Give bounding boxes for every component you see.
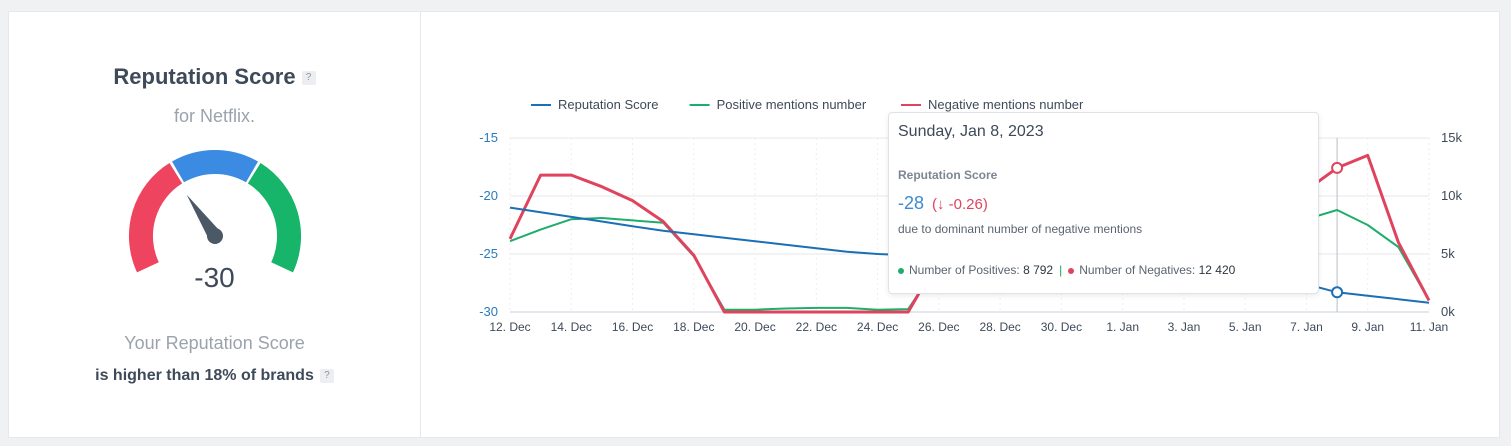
reputation-highlight-point xyxy=(1331,286,1344,299)
x-tick-label: 11. Jan xyxy=(1410,320,1448,334)
compare-line-2-text: is higher than 18% of brands xyxy=(95,367,314,384)
y-left-tick-label: -25 xyxy=(479,246,498,261)
score-title: Reputation Score? xyxy=(9,64,420,90)
x-tick-label: 30. Dec xyxy=(1041,320,1082,334)
x-tick-label: 5. Jan xyxy=(1229,320,1262,334)
x-tick-label: 1. Jan xyxy=(1106,320,1139,334)
tooltip-score: -28 xyxy=(898,193,925,213)
y-right-tick-label: 15k xyxy=(1441,130,1462,145)
tooltip-reason-prefix: due to xyxy=(898,222,932,236)
chart-tooltip: Sunday, Jan 8, 2023 Reputation Score -28… xyxy=(888,112,1319,294)
score-value: -30 xyxy=(194,262,235,293)
x-tick-label: 12. Dec xyxy=(489,320,530,334)
counts-separator: | xyxy=(1059,263,1063,277)
x-tick-label: 9. Jan xyxy=(1351,320,1384,334)
legend-label: Negative mentions number xyxy=(928,97,1084,112)
x-tick-label: 18. Dec xyxy=(673,320,714,334)
compare-line-1: Your Reputation Score xyxy=(124,333,305,353)
gauge-neutral-arc xyxy=(172,150,258,183)
x-tick-label: 20. Dec xyxy=(734,320,775,334)
y-left-tick-label: -20 xyxy=(479,188,498,203)
tooltip-value: -28 (↓ -0.26) xyxy=(898,193,988,214)
tooltip-counts: Number of Positives: 8 792 | Number of Neg… xyxy=(898,263,1235,277)
score-panel: Reputation Score? for Netflix. -30 Your … xyxy=(9,12,421,437)
negative-dot-icon xyxy=(1068,267,1075,274)
y-left-tick-label: -30 xyxy=(479,304,498,319)
x-tick-label: 24. Dec xyxy=(857,320,898,334)
tooltip-date: Sunday, Jan 8, 2023 xyxy=(898,123,1044,140)
brand-subtitle: for Netflix. xyxy=(173,106,256,126)
y-right-tick-label: 5k xyxy=(1441,246,1455,261)
x-tick-label: 16. Dec xyxy=(612,320,653,334)
x-tick-label: 22. Dec xyxy=(796,320,837,334)
tooltip-reason-text: dominant number of negative mentions xyxy=(934,222,1143,236)
tooltip-label: Reputation Score xyxy=(898,168,998,182)
compare-line-2: is higher than 18% of brands? xyxy=(9,367,420,385)
score-title-text: Reputation Score xyxy=(113,64,296,89)
y-right-tick-label: 0k xyxy=(1441,304,1455,319)
gauge xyxy=(129,150,301,273)
x-tick-label: 7. Jan xyxy=(1290,320,1323,334)
legend-label: Reputation Score xyxy=(558,97,658,112)
negatives-value: 12 420 xyxy=(1198,263,1236,277)
gauge-needle-hub xyxy=(207,228,223,244)
reputation-card: Reputation Score? for Netflix. -30 Your … xyxy=(8,11,1500,438)
x-tick-label: 26. Dec xyxy=(918,320,959,334)
help-icon[interactable]: ? xyxy=(301,71,316,86)
gauge-negative-arc xyxy=(129,163,183,273)
positive-dot-icon xyxy=(898,267,904,274)
help-icon[interactable]: ? xyxy=(319,368,334,383)
y-left-tick-label: -15 xyxy=(479,130,498,145)
positives-label: Number of Positives: xyxy=(909,263,1020,277)
y-right-tick-label: 10k xyxy=(1441,188,1462,203)
legend-label: Positive mentions number xyxy=(717,97,867,112)
negatives-label: Number of Negatives: xyxy=(1079,263,1196,277)
negative-highlight-point xyxy=(1331,161,1344,174)
x-tick-label: 28. Dec xyxy=(979,320,1020,334)
x-tick-label: 14. Dec xyxy=(551,320,592,334)
gauge-positive-arc xyxy=(247,163,301,273)
positives-value: 8 792 xyxy=(1023,263,1054,277)
x-tick-label: 3. Jan xyxy=(1168,320,1201,334)
tooltip-reason: due to dominant number of negative menti… xyxy=(898,222,1142,236)
tooltip-change: (↓ -0.26) xyxy=(932,196,988,213)
